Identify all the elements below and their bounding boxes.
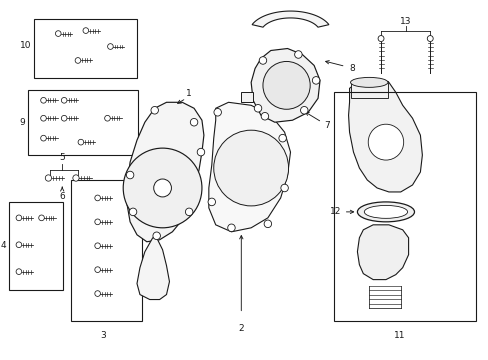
- Bar: [9, 202, 63, 289]
- Circle shape: [261, 112, 268, 120]
- Bar: [333, 92, 475, 321]
- Circle shape: [41, 135, 46, 141]
- Circle shape: [83, 28, 88, 33]
- Polygon shape: [137, 238, 169, 300]
- Circle shape: [367, 124, 403, 160]
- Circle shape: [312, 77, 319, 84]
- Ellipse shape: [357, 202, 414, 222]
- Text: 4: 4: [0, 241, 6, 250]
- Circle shape: [185, 208, 192, 216]
- Circle shape: [39, 215, 44, 221]
- Circle shape: [377, 36, 383, 41]
- Circle shape: [278, 134, 286, 142]
- Ellipse shape: [350, 77, 387, 87]
- Circle shape: [123, 148, 202, 228]
- Text: 2: 2: [238, 324, 244, 333]
- Circle shape: [207, 198, 215, 206]
- Circle shape: [95, 291, 100, 296]
- Polygon shape: [127, 102, 203, 242]
- Text: 9: 9: [20, 118, 25, 127]
- Text: 13: 13: [399, 17, 410, 26]
- Polygon shape: [241, 92, 253, 102]
- Polygon shape: [348, 78, 422, 192]
- Circle shape: [16, 269, 21, 274]
- Circle shape: [61, 116, 67, 121]
- Circle shape: [214, 108, 221, 116]
- Circle shape: [190, 118, 198, 126]
- Bar: [350, 81, 387, 98]
- Circle shape: [126, 171, 134, 179]
- Circle shape: [254, 104, 261, 112]
- Circle shape: [427, 36, 432, 41]
- Ellipse shape: [364, 206, 407, 219]
- Text: 8: 8: [349, 64, 355, 73]
- Circle shape: [75, 58, 81, 63]
- Text: 5: 5: [59, 153, 65, 162]
- Circle shape: [41, 98, 46, 103]
- Text: 12: 12: [329, 207, 341, 216]
- Polygon shape: [251, 49, 319, 122]
- Text: 1: 1: [186, 89, 192, 98]
- Circle shape: [73, 175, 79, 181]
- Circle shape: [227, 224, 235, 231]
- Circle shape: [263, 62, 309, 109]
- Text: 6: 6: [59, 192, 65, 201]
- Circle shape: [16, 242, 21, 248]
- Text: 10: 10: [20, 41, 31, 50]
- Bar: [28, 90, 138, 155]
- Circle shape: [45, 175, 51, 181]
- Polygon shape: [251, 11, 328, 27]
- Circle shape: [300, 107, 307, 114]
- Circle shape: [41, 116, 46, 121]
- Circle shape: [294, 51, 302, 58]
- Circle shape: [95, 267, 100, 273]
- Circle shape: [153, 232, 160, 239]
- Circle shape: [213, 130, 288, 206]
- Text: 3: 3: [100, 332, 105, 341]
- Bar: [34, 19, 137, 78]
- Circle shape: [78, 139, 83, 145]
- Circle shape: [280, 184, 288, 192]
- Circle shape: [95, 243, 100, 249]
- Text: 11: 11: [393, 332, 405, 341]
- Circle shape: [107, 44, 113, 49]
- Circle shape: [55, 31, 61, 36]
- Circle shape: [61, 98, 67, 103]
- Circle shape: [259, 57, 266, 64]
- Circle shape: [16, 215, 21, 221]
- Circle shape: [95, 195, 100, 201]
- Circle shape: [95, 219, 100, 225]
- Circle shape: [104, 116, 110, 121]
- Bar: [71, 180, 142, 321]
- Polygon shape: [357, 225, 408, 280]
- Polygon shape: [208, 102, 290, 232]
- Circle shape: [129, 208, 137, 216]
- Circle shape: [151, 107, 158, 114]
- Text: 7: 7: [324, 121, 329, 130]
- Circle shape: [197, 148, 204, 156]
- Circle shape: [153, 179, 171, 197]
- Circle shape: [264, 220, 271, 228]
